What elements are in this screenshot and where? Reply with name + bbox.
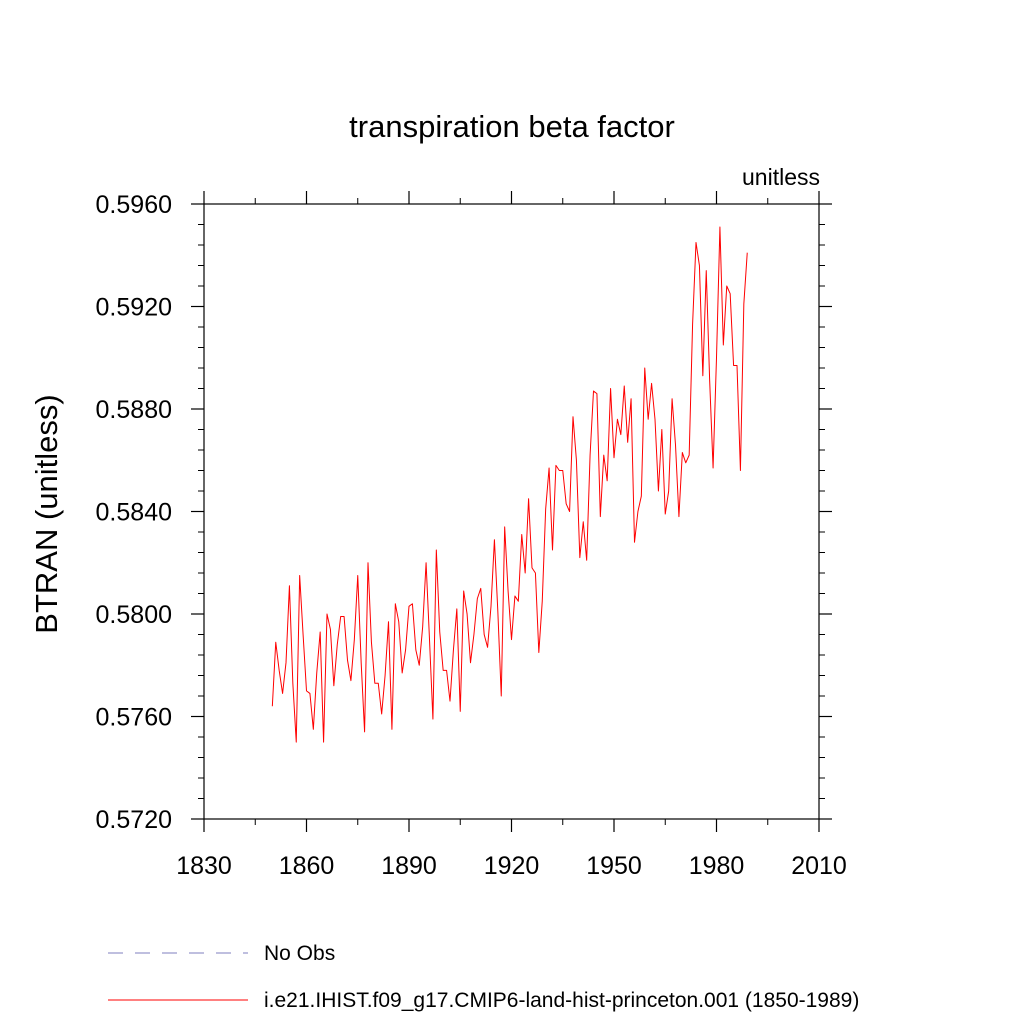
y-tick-label: 0.5920: [96, 294, 172, 322]
chart-title: transpiration beta factor: [349, 109, 675, 144]
x-tick-label: 2010: [791, 852, 847, 880]
x-tick-label: 1920: [484, 852, 540, 880]
x-tick-label: 1830: [176, 852, 232, 880]
y-tick-label: 0.5800: [96, 601, 172, 629]
y-tick-label: 0.5880: [96, 396, 172, 424]
y-tick-label: 0.5720: [96, 806, 172, 834]
axes: 1830 1860 1890 1920 1950 1980 2010 0.5720 0.5760…: [96, 191, 847, 880]
x-tick-label: 1950: [586, 852, 642, 880]
x-tick-label: 1860: [279, 852, 335, 880]
series-line-model: [271, 226, 748, 743]
y-axis-label: BTRAN (unitless): [29, 394, 64, 633]
x-tick-label: 1980: [689, 852, 745, 880]
plot-area: [271, 226, 748, 743]
units-label: unitless: [742, 164, 820, 190]
y-tick-label: 0.5840: [96, 499, 172, 527]
x-tick-label: 1890: [381, 852, 437, 880]
legend-label-no-obs: No Obs: [264, 942, 335, 965]
y-tick-label: 0.5760: [96, 704, 172, 732]
y-tick-label: 0.5960: [96, 191, 172, 219]
legend-label-model: i.e21.IHIST.f09_g17.CMIP6-land-hist-prin…: [264, 989, 859, 1012]
legend: No Obs i.e21.IHIST.f09_g17.CMIP6-land-hi…: [108, 942, 859, 1012]
